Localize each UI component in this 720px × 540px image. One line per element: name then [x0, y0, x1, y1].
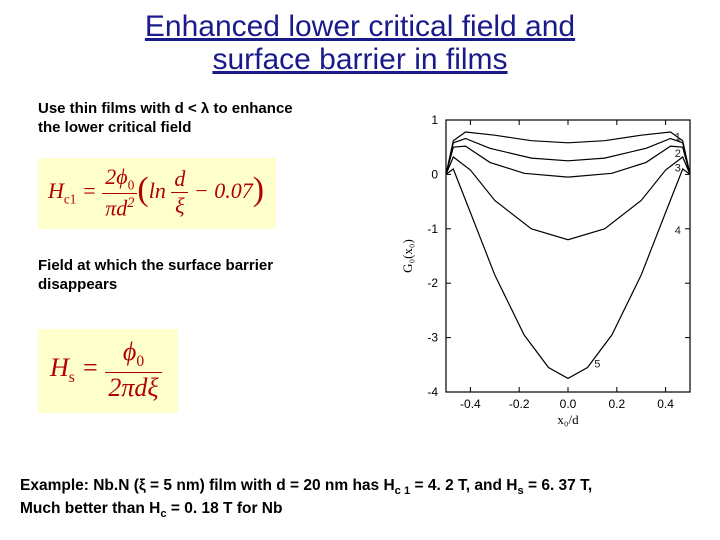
example-text: Example: Nb.N (ξ = 5 nm) film with d = 2… — [20, 476, 700, 522]
equation-hc1: Hc1 = 2ϕ0 πd2 (ln d ξ − 0.07) — [48, 178, 264, 203]
svg-text:-0.4: -0.4 — [460, 397, 481, 411]
slide-title: Enhanced lower critical field and surfac… — [0, 0, 720, 76]
svg-text:0.0: 0.0 — [560, 397, 577, 411]
title-line-2: surface barrier in films — [212, 43, 507, 76]
equation-hc1-box: Hc1 = 2ϕ0 πd2 (ln d ξ − 0.07) — [38, 158, 276, 230]
equation-hs: Hs = ϕ0 2πdξ — [50, 353, 162, 382]
svg-text:-2: -2 — [427, 276, 438, 290]
left-column: Use thin films with d < λ to enhance the… — [38, 100, 378, 441]
svg-text:5: 5 — [594, 359, 600, 371]
svg-text:-1: -1 — [427, 222, 438, 236]
svg-text:2: 2 — [675, 148, 681, 160]
svg-text:4: 4 — [675, 225, 681, 237]
svg-text:0.4: 0.4 — [657, 397, 674, 411]
svg-text:-3: -3 — [427, 331, 438, 345]
svg-text:3: 3 — [675, 163, 681, 175]
svg-text:-4: -4 — [427, 385, 438, 399]
title-line-1: Enhanced lower critical field and — [145, 10, 575, 43]
intro-text: Use thin films with d < λ to enhance the… — [38, 100, 378, 138]
svg-text:x₀/d: x₀/d — [557, 412, 579, 427]
svg-text:-0.2: -0.2 — [509, 397, 530, 411]
barrier-text: Field at which the surface barrier disap… — [38, 257, 378, 295]
svg-text:G₀(x₀): G₀(x₀) — [400, 239, 415, 273]
gibbs-energy-chart: -4 -3 -2 -1 0 1 -0.4 -0.2 0.0 0.2 0.4 1 2 3 4 5 x₀/d G₀(x… — [398, 110, 700, 430]
svg-text:1: 1 — [431, 113, 438, 127]
svg-text:0: 0 — [431, 167, 438, 181]
svg-text:0.2: 0.2 — [608, 397, 625, 411]
svg-text:1: 1 — [675, 132, 681, 144]
equation-hs-box: Hs = ϕ0 2πdξ — [38, 329, 178, 413]
